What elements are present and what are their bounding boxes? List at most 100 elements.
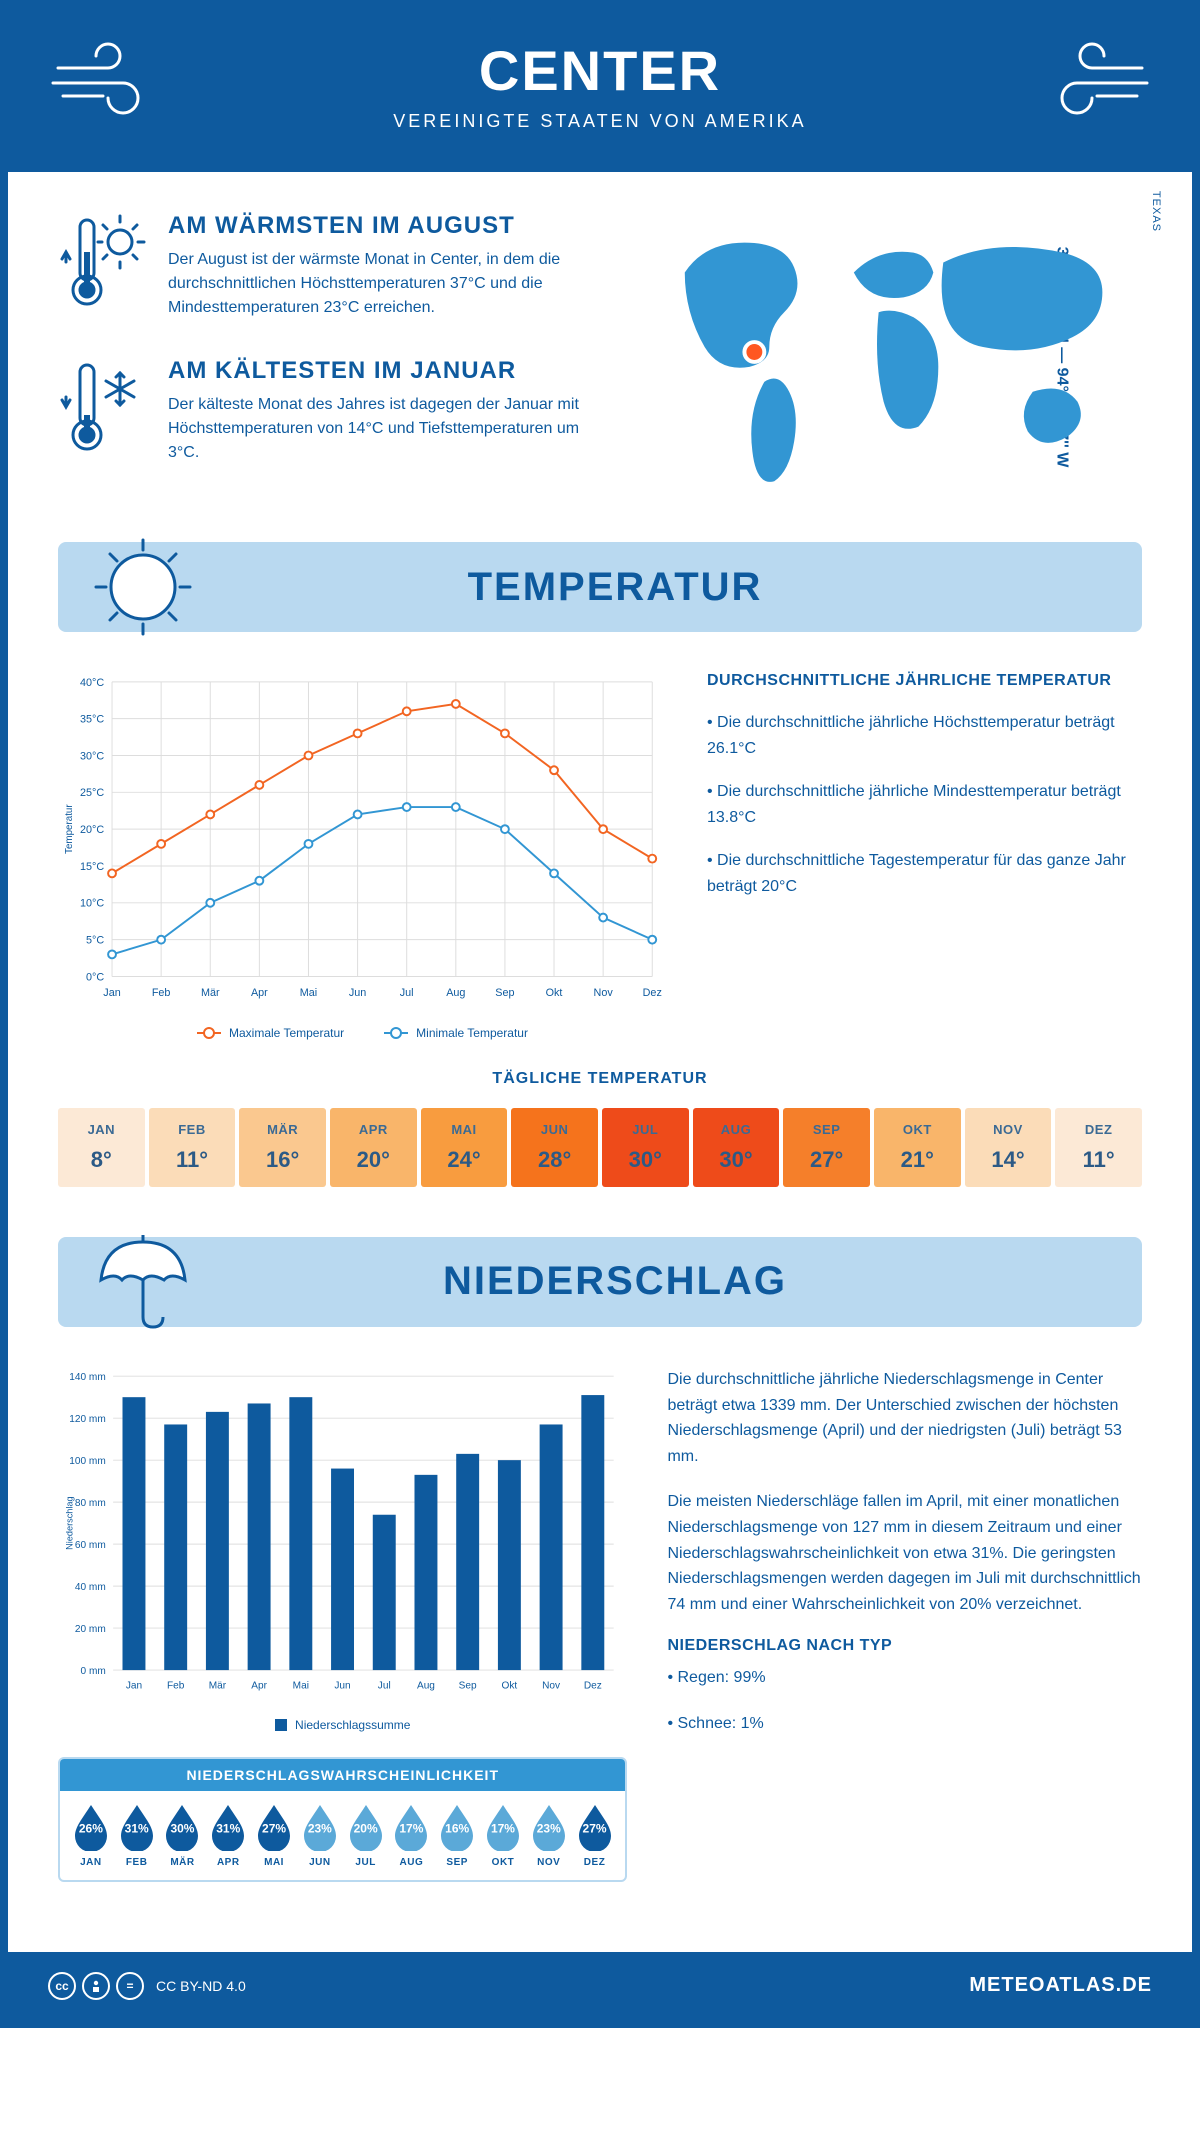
probability-title: NIEDERSCHLAGSWAHRSCHEINLICHKEIT [60,1759,625,1791]
wind-icon [1032,38,1152,118]
precipitation-paragraph: Die meisten Niederschläge fallen im Apri… [667,1489,1142,1617]
precipitation-chart: 0 mm20 mm40 mm60 mm80 mm100 mm120 mm140 … [58,1367,627,1698]
probability-cell: 17% OKT [480,1803,526,1868]
daily-temp-cell: AUG30° [693,1108,780,1187]
daily-temp-value: 11° [153,1147,232,1173]
probability-value: 17% [491,1821,515,1835]
section-banner-precipitation: NIEDERSCHLAG [58,1237,1142,1327]
probability-value: 27% [262,1821,286,1835]
svg-text:Apr: Apr [251,987,268,999]
svg-text:Jul: Jul [400,987,414,999]
fact-coldest-title: AM KÄLTESTEN IM JANUAR [168,357,605,385]
probability-month: FEB [114,1857,160,1868]
facts: AM WÄRMSTEN IM AUGUST Der August ist der… [58,212,605,502]
drop-icon: 26% [72,1803,110,1851]
map-panel: TEXAS 31° 47' 46'' N — 94° 10' 47'' W [645,212,1142,502]
daily-temp-table: JAN8°FEB11°MÄR16°APR20°MAI24°JUN28°JUL30… [58,1108,1142,1187]
daily-temp-value: 24° [425,1147,504,1173]
precip-type-item: • Regen: 99% [667,1665,1142,1691]
svg-text:0 mm: 0 mm [81,1666,106,1677]
daily-temp-cell: NOV14° [965,1108,1052,1187]
daily-temp-value: 16° [243,1147,322,1173]
probability-cell: 31% FEB [114,1803,160,1868]
probability-month: NOV [526,1857,572,1868]
probability-cell: 17% AUG [389,1803,435,1868]
license-text: CC BY-ND 4.0 [156,1978,246,1994]
svg-text:10°C: 10°C [80,898,104,910]
svg-text:35°C: 35°C [80,714,104,726]
daily-temp-month: OKT [878,1122,957,1137]
legend-sum-label: Niederschlagssumme [295,1718,410,1732]
daily-temp-value: 30° [697,1147,776,1173]
wind-icon [48,38,168,118]
nd-icon: = [116,1972,144,2000]
daily-temp-month: APR [334,1122,413,1137]
daily-temp-cell: MÄR16° [239,1108,326,1187]
probability-cell: 26% JAN [68,1803,114,1868]
drop-icon: 17% [392,1803,430,1851]
probability-value: 17% [399,1821,423,1835]
section-title-precipitation: NIEDERSCHLAG [228,1259,1002,1304]
content: AM WÄRMSTEN IM AUGUST Der August ist der… [8,172,1192,1952]
cc-icon: cc [48,1972,76,2000]
probability-month: JUL [343,1857,389,1868]
daily-temp-cell: OKT21° [874,1108,961,1187]
probability-month: JUN [297,1857,343,1868]
svg-text:Sep: Sep [495,987,514,999]
svg-text:Mär: Mär [209,1680,227,1691]
probability-value: 23% [537,1821,561,1835]
svg-text:Aug: Aug [417,1680,435,1691]
svg-text:Feb: Feb [152,987,171,999]
temperature-row: 0°C5°C10°C15°C20°C25°C30°C35°C40°CJanFeb… [58,672,1142,1040]
probability-value: 20% [354,1821,378,1835]
drop-icon: 23% [530,1803,568,1851]
world-map [645,212,1142,492]
probability-month: AUG [389,1857,435,1868]
daily-temp-cell: DEZ11° [1055,1108,1142,1187]
section-title-temperature: TEMPERATUR [228,565,1002,610]
probability-month: SEP [434,1857,480,1868]
daily-temp-title: TÄGLICHE TEMPERATUR [58,1070,1142,1088]
intro-row: AM WÄRMSTEN IM AUGUST Der August ist der… [58,212,1142,502]
region-label: TEXAS [1150,191,1162,232]
drop-icon: 16% [438,1803,476,1851]
sun-icon [88,532,198,642]
probability-month: MAI [251,1857,297,1868]
svg-text:Niederschlag: Niederschlag [65,1496,75,1550]
svg-text:5°C: 5°C [86,935,104,947]
daily-temp-cell: JAN8° [58,1108,145,1187]
temperature-bullet: • Die durchschnittliche Tagestemperatur … [707,848,1142,899]
precip-by-type-title: NIEDERSCHLAG NACH TYP [667,1637,1142,1655]
probability-cell: 16% SEP [434,1803,480,1868]
header: CENTER VEREINIGTE STAATEN VON AMERIKA [8,8,1192,172]
svg-text:40 mm: 40 mm [75,1582,106,1593]
section-banner-temperature: TEMPERATUR [58,542,1142,632]
svg-text:25°C: 25°C [80,787,104,799]
probability-value: 31% [216,1821,240,1835]
page-subtitle: VEREINIGTE STAATEN VON AMERIKA [28,111,1172,132]
precipitation-left: 0 mm20 mm40 mm60 mm80 mm100 mm120 mm140 … [58,1367,627,1882]
page-title: CENTER [28,38,1172,103]
daily-temp-month: SEP [787,1122,866,1137]
svg-text:Jun: Jun [349,987,366,999]
svg-text:80 mm: 80 mm [75,1498,106,1509]
probability-cell: 20% JUL [343,1803,389,1868]
legend-max-label: Maximale Temperatur [229,1026,344,1040]
daily-temp-cell: JUL30° [602,1108,689,1187]
temperature-bullet: • Die durchschnittliche jährliche Höchst… [707,710,1142,761]
daily-temp-month: JUN [515,1122,594,1137]
daily-temp-cell: FEB11° [149,1108,236,1187]
thermometer-snow-icon [58,357,148,472]
svg-text:Sep: Sep [459,1680,477,1691]
probability-cell: 23% NOV [526,1803,572,1868]
svg-text:Feb: Feb [167,1680,185,1691]
svg-text:Jan: Jan [103,987,120,999]
temperature-legend: Maximale Temperatur Minimale Temperatur [58,1026,667,1040]
precipitation-paragraph: Die durchschnittliche jährliche Niedersc… [667,1367,1142,1469]
temperature-bullet: • Die durchschnittliche jährliche Mindes… [707,779,1142,830]
legend-min-label: Minimale Temperatur [416,1026,528,1040]
svg-text:60 mm: 60 mm [75,1540,106,1551]
svg-text:30°C: 30°C [80,750,104,762]
probability-cell: 30% MÄR [160,1803,206,1868]
precipitation-row: 0 mm20 mm40 mm60 mm80 mm100 mm120 mm140 … [58,1367,1142,1882]
